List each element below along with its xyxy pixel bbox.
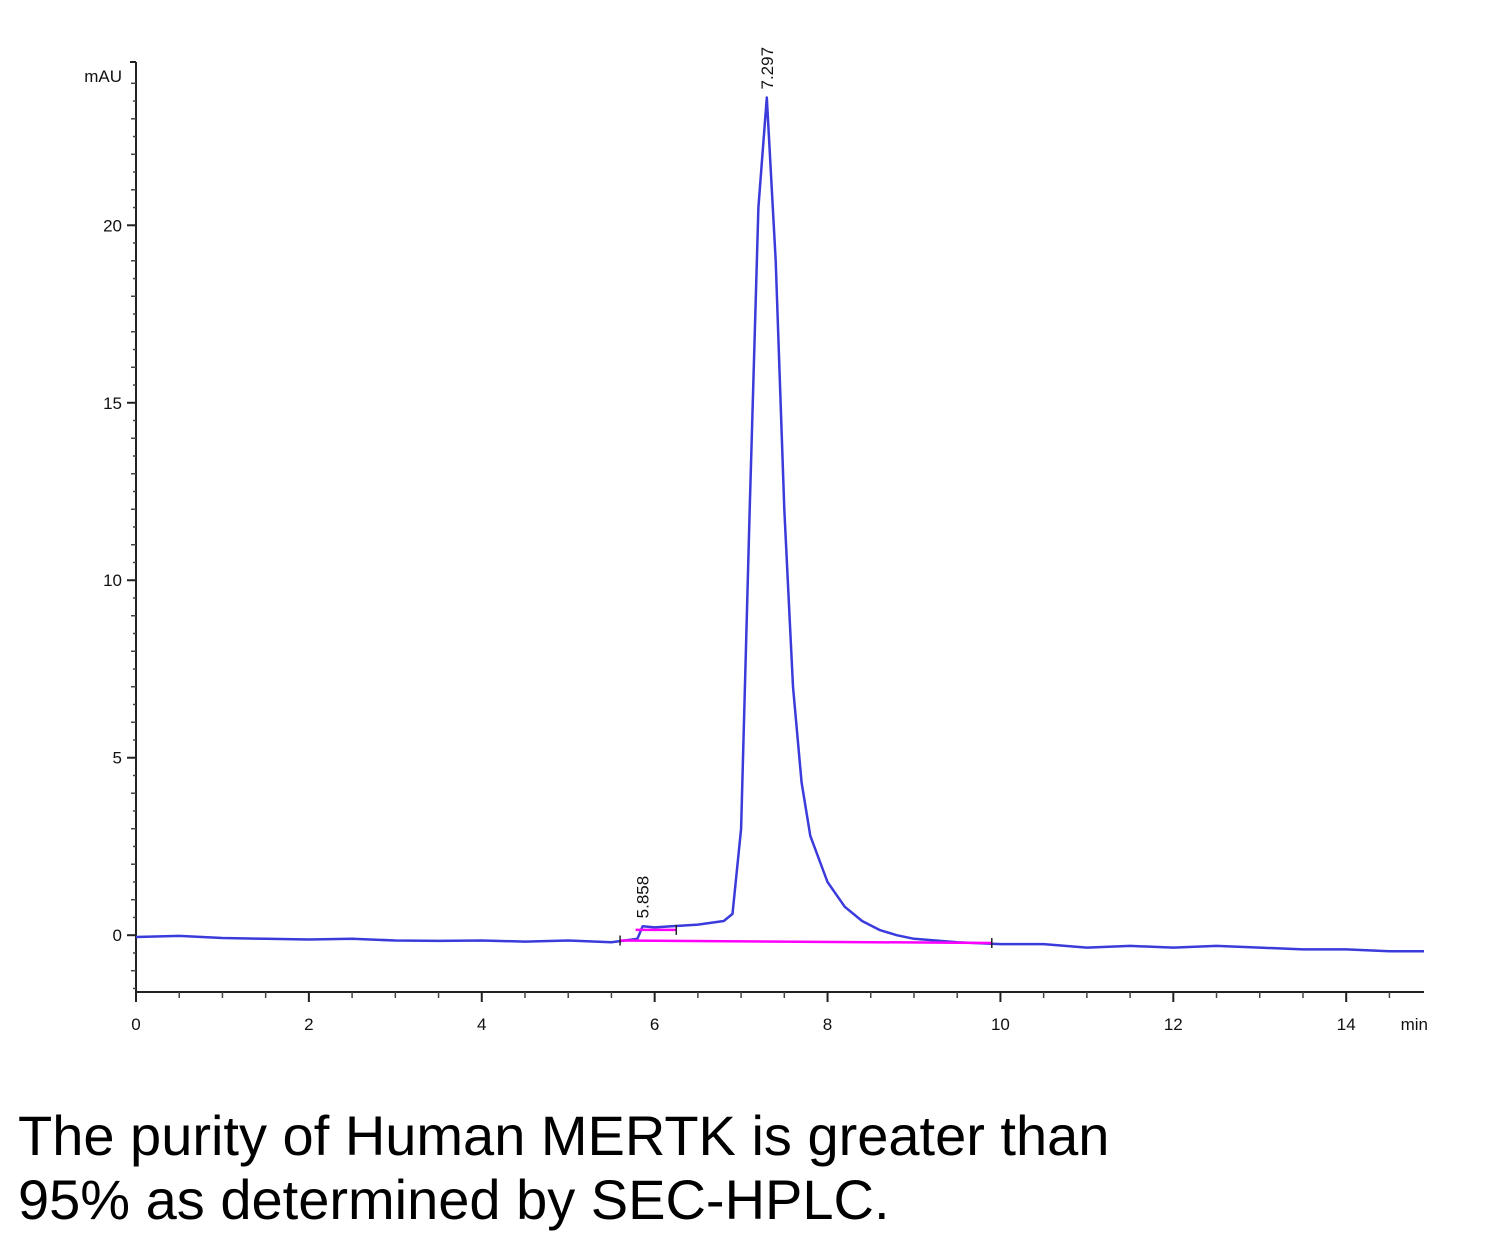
x-axis-unit-label: min: [1401, 1015, 1428, 1034]
x-tick-label: 10: [991, 1015, 1010, 1034]
y-tick-label: 10: [103, 571, 122, 590]
y-tick-label: 20: [103, 216, 122, 235]
y-tick-label: 5: [113, 749, 122, 768]
caption-line-2: 95% as determined by SEC-HPLC.: [18, 1168, 890, 1231]
x-tick-label: 0: [131, 1015, 140, 1034]
x-tick-label: 14: [1337, 1015, 1356, 1034]
peak-label: 7.297: [758, 47, 777, 90]
caption-line-1: The purity of Human MERTK is greater tha…: [18, 1104, 1110, 1167]
peak-label: 5.858: [633, 876, 652, 919]
x-tick-label: 8: [823, 1015, 832, 1034]
x-tick-label: 2: [304, 1015, 313, 1034]
purity-caption: The purity of Human MERTK is greater tha…: [18, 1104, 1478, 1232]
y-axis-unit-label: mAU: [84, 67, 122, 86]
y-tick-label: 15: [103, 394, 122, 413]
signal-trace: [135, 96, 1424, 953]
x-tick-label: 6: [650, 1015, 659, 1034]
integration-baseline: [620, 939, 992, 945]
y-tick-label: 0: [113, 926, 122, 945]
chromatogram-chart: 0 5 10 15 20 mAU 0 2 4 6 8 10 12 14 min 5.858 7.297: [84, 47, 1428, 1034]
x-tick-label: 12: [1164, 1015, 1183, 1034]
x-tick-label: 4: [477, 1015, 486, 1034]
